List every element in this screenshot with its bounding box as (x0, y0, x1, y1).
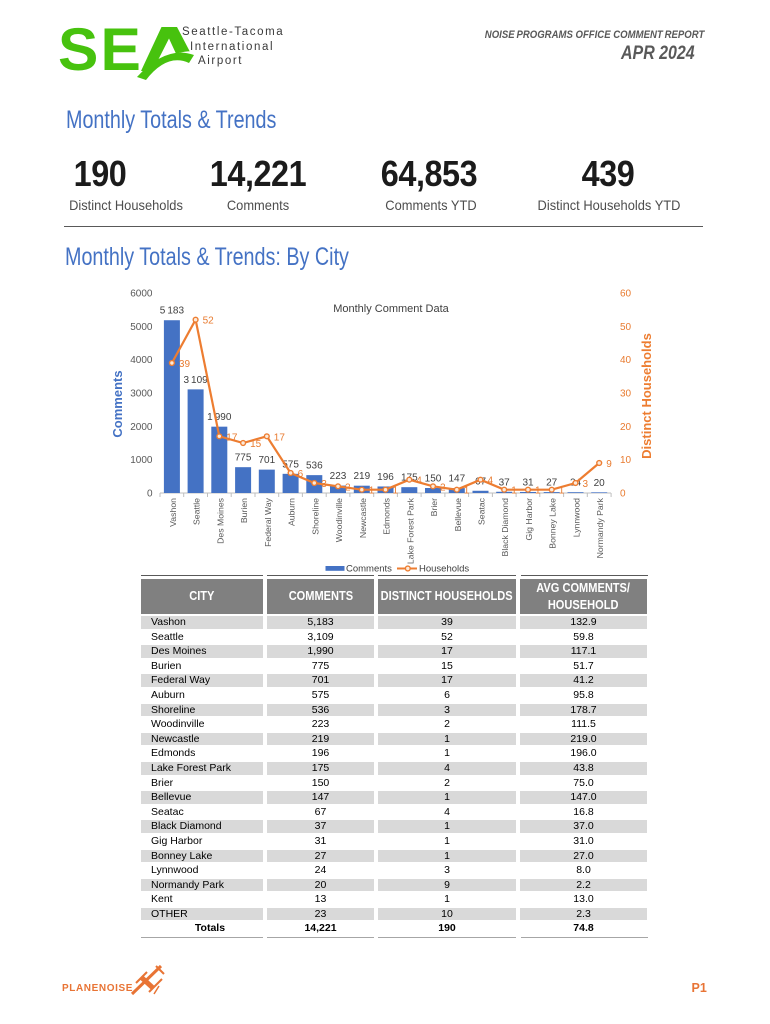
svg-text:Burien: Burien (239, 498, 249, 523)
svg-text:Des Moines: Des Moines (215, 497, 225, 544)
svg-text:Newcastle: Newcastle (358, 498, 368, 538)
svg-text:Edmonds: Edmonds (382, 497, 392, 534)
svg-text:20: 20 (620, 422, 632, 433)
svg-text:Bonney Lake: Bonney Lake (548, 498, 558, 549)
svg-text:39: 39 (179, 359, 191, 370)
svg-text:1 990: 1 990 (207, 412, 232, 423)
svg-text:147: 147 (448, 474, 465, 485)
svg-text:17: 17 (274, 432, 286, 443)
svg-text:150: 150 (425, 474, 442, 485)
svg-text:1000: 1000 (130, 455, 153, 466)
svg-text:Seatac: Seatac (477, 497, 487, 525)
svg-text:Federal Way: Federal Way (263, 497, 273, 547)
svg-text:Auburn: Auburn (287, 498, 297, 526)
svg-text:Brier: Brier (429, 498, 439, 516)
svg-text:775: 775 (235, 453, 252, 464)
svg-text:Comments: Comments (110, 370, 125, 437)
svg-text:Seattle: Seattle (192, 498, 202, 525)
svg-text:1: 1 (464, 486, 470, 497)
svg-text:1: 1 (393, 486, 399, 497)
svg-text:6000: 6000 (130, 289, 153, 300)
svg-text:27: 27 (546, 478, 558, 489)
svg-text:0: 0 (620, 489, 626, 500)
svg-text:60: 60 (620, 289, 632, 300)
svg-text:5 183: 5 183 (160, 306, 185, 317)
svg-text:9: 9 (606, 459, 612, 470)
svg-text:30: 30 (620, 389, 632, 400)
svg-text:2000: 2000 (130, 422, 153, 433)
svg-text:3 109: 3 109 (183, 375, 208, 386)
svg-text:Households: Households (419, 564, 469, 575)
svg-text:5000: 5000 (130, 322, 153, 333)
svg-text:Gig Harbor: Gig Harbor (524, 498, 534, 541)
svg-text:223: 223 (330, 471, 347, 482)
svg-text:1: 1 (369, 486, 375, 497)
svg-text:1: 1 (559, 486, 565, 497)
svg-text:Black Diamond: Black Diamond (500, 498, 510, 557)
svg-text:Bellevue: Bellevue (453, 498, 463, 531)
svg-text:20: 20 (594, 478, 606, 489)
svg-text:219: 219 (353, 471, 370, 482)
svg-text:4: 4 (488, 476, 494, 487)
svg-text:1: 1 (535, 486, 541, 497)
svg-text:2: 2 (345, 482, 351, 493)
svg-text:1: 1 (511, 486, 517, 497)
svg-text:31: 31 (522, 478, 534, 489)
svg-text:Lake Forest Park: Lake Forest Park (405, 497, 415, 564)
svg-text:10: 10 (620, 455, 632, 466)
svg-text:3: 3 (583, 479, 589, 490)
svg-text:4: 4 (416, 476, 422, 487)
svg-text:0: 0 (147, 489, 153, 500)
svg-text:Shoreline: Shoreline (310, 498, 320, 535)
svg-text:17: 17 (226, 432, 238, 443)
svg-text:50: 50 (620, 322, 632, 333)
svg-text:Lynnwood: Lynnwood (572, 498, 582, 537)
svg-text:3000: 3000 (130, 389, 153, 400)
svg-text:575: 575 (282, 459, 299, 470)
svg-text:2: 2 (440, 482, 446, 493)
svg-text:536: 536 (306, 461, 323, 472)
svg-text:37: 37 (499, 477, 511, 488)
svg-text:Normandy Park: Normandy Park (595, 497, 605, 558)
svg-text:Woodinville: Woodinville (334, 498, 344, 542)
svg-text:SE: SE (58, 20, 143, 82)
svg-text:Distinct Households: Distinct Households (639, 333, 654, 459)
svg-text:4000: 4000 (130, 355, 153, 366)
svg-text:40: 40 (620, 355, 632, 366)
svg-text:52: 52 (203, 316, 215, 327)
svg-text:3: 3 (321, 479, 327, 490)
svg-text:Vashon: Vashon (168, 498, 178, 527)
svg-text:Monthly Comment Data: Monthly Comment Data (333, 303, 449, 315)
svg-text:196: 196 (377, 472, 394, 483)
svg-text:15: 15 (250, 439, 262, 450)
svg-text:701: 701 (258, 455, 275, 466)
svg-text:6: 6 (298, 469, 304, 480)
svg-text:Comments: Comments (346, 564, 392, 575)
